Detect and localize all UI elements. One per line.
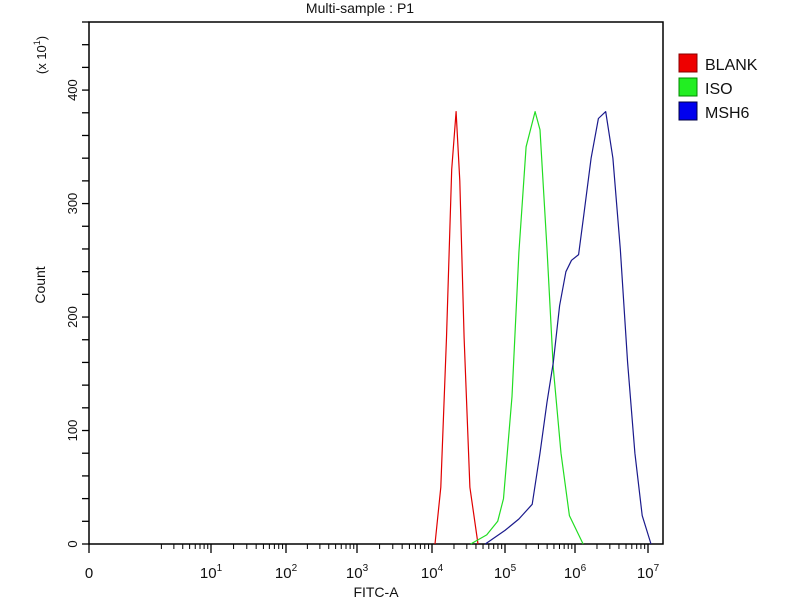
x-tick-exp: 3 — [363, 563, 369, 574]
x-tick-base: 10 — [275, 565, 292, 582]
legend-item-blank[interactable]: BLANK — [678, 53, 758, 74]
x-tick-base: 10 — [637, 565, 654, 582]
plot-frame — [88, 21, 664, 545]
x-axis: 0 101 102 103 104 105 106 107 — [85, 544, 660, 582]
x-tick-base: 10 — [564, 565, 581, 582]
series-msh6-line — [484, 111, 652, 545]
legend-swatch-iso — [678, 77, 698, 97]
x-tick-exp: 7 — [654, 563, 660, 574]
legend-label-blank: BLANK — [705, 57, 758, 74]
y-tick-label: 100 — [65, 420, 80, 442]
y-tick-label: 400 — [65, 79, 80, 101]
x-tick-label: 106 — [564, 563, 587, 582]
y-tick-label: 300 — [65, 193, 80, 215]
x-tick-base: 10 — [346, 565, 363, 582]
x-tick-label: 104 — [421, 563, 444, 582]
legend-label-iso: ISO — [705, 81, 733, 98]
x-tick-label: 105 — [494, 563, 517, 582]
legend-label-msh6: MSH6 — [705, 105, 750, 122]
x-tick-exp: 2 — [292, 563, 298, 574]
x-tick-label: 102 — [275, 563, 298, 582]
legend-item-iso[interactable]: ISO — [678, 77, 733, 98]
x-axis-label: FITC-A — [353, 584, 399, 600]
y-tick-label: 0 — [65, 540, 80, 547]
x-tick-label: 0 — [85, 565, 93, 582]
series-iso-line — [470, 111, 584, 545]
x-tick-base: 10 — [421, 565, 438, 582]
y-multiplier-base: (x 10 — [34, 45, 49, 74]
x-tick-exp: 1 — [217, 563, 223, 574]
y-multiplier-label: (x 101) — [32, 36, 49, 74]
x-tick-label: 101 — [200, 563, 223, 582]
legend: BLANK ISO MSH6 — [678, 53, 758, 122]
x-tick-base: 10 — [200, 565, 217, 582]
histogram-curves — [434, 111, 652, 545]
x-tick-label: 103 — [346, 563, 369, 582]
legend-swatch-msh6 — [678, 101, 698, 121]
y-axis: 0 100 200 300 400 — [65, 21, 89, 548]
x-tick-base: 10 — [494, 565, 511, 582]
x-tick-exp: 5 — [511, 563, 517, 574]
legend-item-msh6[interactable]: MSH6 — [678, 101, 750, 122]
x-tick-label: 107 — [637, 563, 660, 582]
y-tick-label: 200 — [65, 306, 80, 328]
x-tick-base: 0 — [85, 565, 93, 582]
y-axis-label: Count — [32, 266, 48, 303]
x-tick-exp: 4 — [438, 563, 444, 574]
series-blank-line — [434, 111, 479, 545]
chart-title: Multi-sample : P1 — [306, 0, 414, 16]
y-multiplier-exp: 1 — [32, 40, 42, 45]
x-tick-exp: 6 — [581, 563, 587, 574]
legend-swatch-blank — [678, 53, 698, 73]
